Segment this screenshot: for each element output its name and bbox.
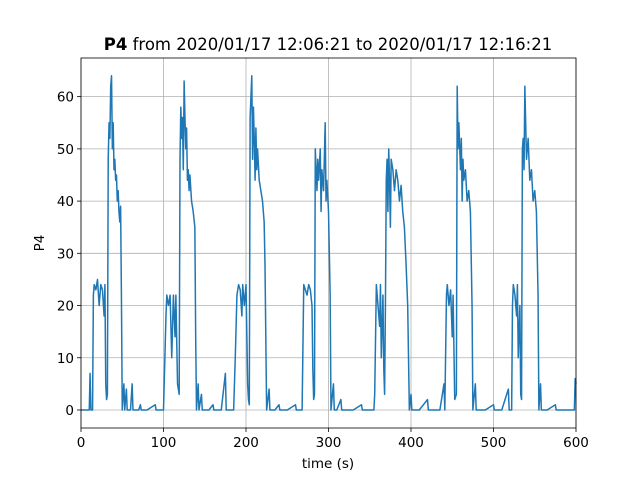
y-tick-label: 0 (65, 403, 74, 419)
title-rest: from 2020/01/17 12:06:21 to 2020/01/17 1… (133, 35, 553, 54)
y-tick-label: 20 (57, 299, 74, 315)
x-tick-label: 0 (77, 435, 86, 451)
x-tick-label: 600 (563, 435, 589, 451)
title-bold: P4 (104, 35, 128, 54)
y-tick-label: 40 (57, 194, 74, 210)
x-axis-label: time (s) (302, 456, 354, 472)
chart-title: P4 from 2020/01/17 12:06:21 to 2020/01/1… (104, 35, 552, 54)
y-tick-label: 50 (57, 142, 74, 158)
x-tick-label: 100 (151, 435, 177, 451)
y-axis-label: P4 (32, 235, 48, 252)
grid (80, 58, 577, 428)
y-tick-label: 10 (57, 351, 74, 367)
data-line (81, 75, 577, 411)
y-tick-label: 30 (57, 246, 74, 262)
x-tick-label: 300 (316, 435, 342, 451)
x-tick-label: 200 (233, 435, 259, 451)
plot (81, 75, 577, 411)
y-tick-label: 60 (57, 90, 74, 106)
x-tick-label: 500 (481, 435, 507, 451)
x-tick-label: 400 (398, 435, 424, 451)
